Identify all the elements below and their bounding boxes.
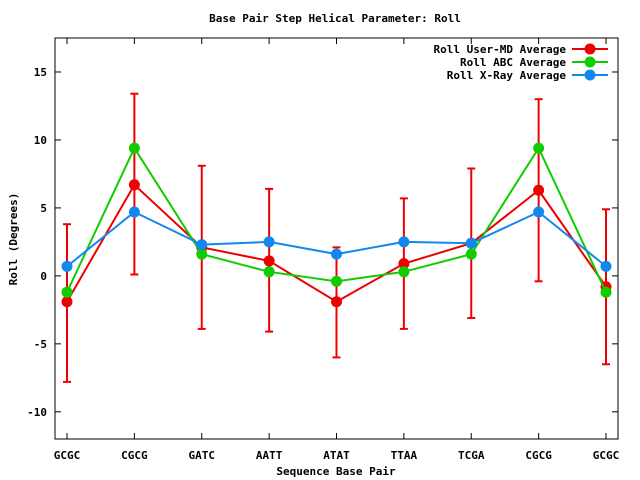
series-2-point (398, 266, 410, 278)
series-1-point (331, 296, 342, 308)
y-tick-label: -5 (34, 338, 47, 351)
x-tick-label: GCGC (54, 449, 81, 462)
x-tick-label: CGCG (525, 449, 552, 462)
y-axis-label: Roll (Degrees) (7, 193, 20, 286)
legend-label: Roll User-MD Average (434, 43, 567, 56)
series-layer (61, 142, 612, 308)
series-3-point (465, 237, 477, 249)
y-axis: -10 -5 0 5 10 15 (27, 66, 618, 419)
series-2-point (263, 266, 275, 278)
x-tick-label: CGCG (121, 449, 148, 462)
plot-frame (54, 37, 619, 440)
legend-marker (584, 56, 596, 68)
series-1-point (398, 258, 410, 270)
series-3-point (128, 206, 140, 218)
series-1-point (263, 255, 275, 267)
y-tick-label: 10 (34, 134, 47, 147)
series-2-point (533, 142, 545, 154)
y-tick-label: 15 (34, 66, 47, 79)
series-2-point (128, 142, 140, 154)
legend-marker (584, 43, 596, 55)
series-1-point (61, 296, 73, 308)
series-2-point (465, 248, 477, 260)
series-3-point (600, 260, 612, 272)
x-tick-label: TCGA (458, 449, 485, 462)
series-3-point (331, 248, 342, 260)
series-3-point (61, 260, 73, 272)
series-2-point (600, 286, 612, 298)
chart-title: Base Pair Step Helical Parameter: Roll (209, 12, 461, 25)
x-tick-label: AATT (256, 449, 283, 462)
legend-label: Roll ABC Average (460, 56, 566, 69)
legend-marker (584, 69, 596, 81)
legend-label: Roll X-Ray Average (447, 69, 567, 82)
series-2-point (331, 275, 342, 287)
x-tick-label: TTAA (391, 449, 418, 462)
x-axis-label: Sequence Base Pair (276, 465, 396, 478)
series-3-point (263, 236, 275, 248)
error-bars (63, 92, 610, 383)
y-tick-label: 0 (40, 270, 47, 283)
series-1-point (128, 179, 140, 191)
x-axis: GCGC CGCG GATC AATT ATAT TTAA TCGA CGCG GCGC (54, 38, 620, 462)
x-tick-label: ATAT (323, 449, 350, 462)
x-tick-label: GCGC (593, 449, 620, 462)
x-tick-label: GATC (189, 449, 216, 462)
series-3-point (196, 239, 208, 251)
series-3-point (533, 206, 545, 218)
series-3-point (398, 236, 410, 248)
series-1-point (533, 184, 545, 196)
y-tick-label: 5 (40, 202, 47, 215)
series-2-point (61, 286, 73, 298)
y-tick-label: -10 (27, 406, 47, 419)
series-2-point (196, 248, 208, 260)
